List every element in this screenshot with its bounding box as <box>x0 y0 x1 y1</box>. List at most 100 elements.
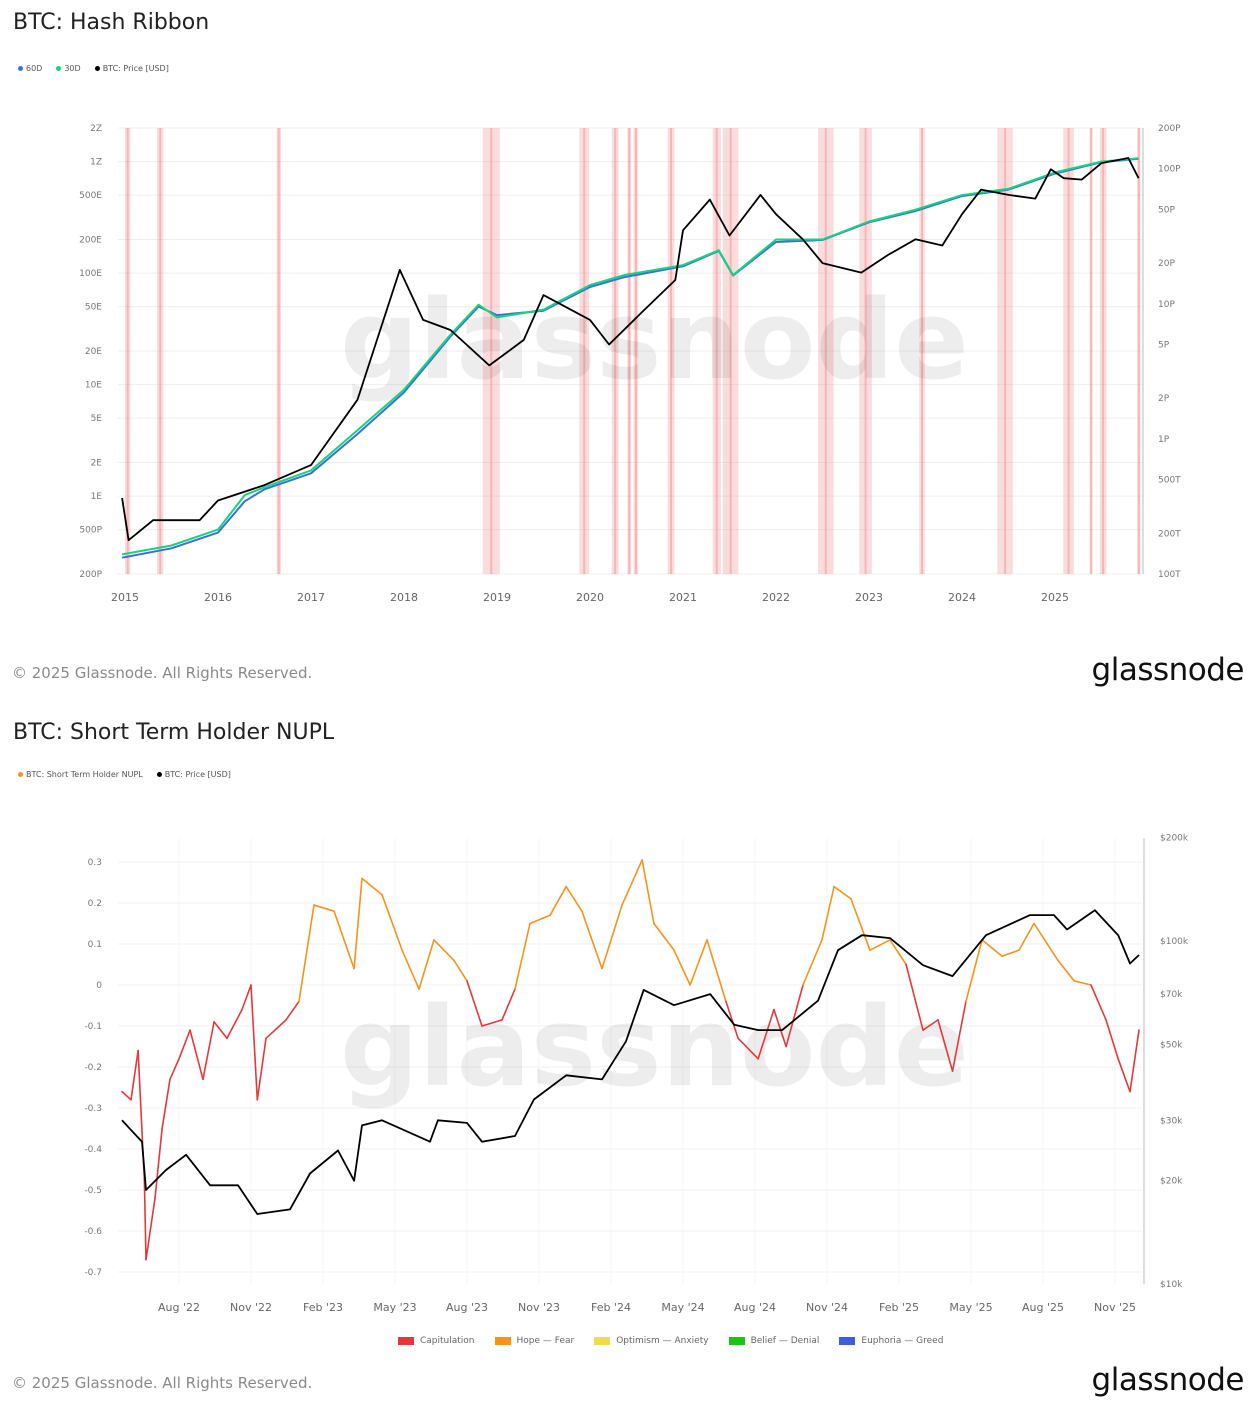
legend-item-nupl[interactable]: BTC: Short Term Holder NUPL <box>18 770 143 779</box>
nupl-segment <box>226 1008 243 1040</box>
nupl-segment <box>130 1049 139 1101</box>
nupl-segment <box>143 1181 147 1261</box>
capitulation-band <box>712 128 721 574</box>
x-tick-label: Aug '24 <box>734 1301 776 1314</box>
x-tick-label: Aug '25 <box>1022 1301 1064 1314</box>
nupl-segment <box>213 1021 228 1040</box>
y-left-tick-label: 500P <box>79 526 102 536</box>
capitulation-band <box>1137 128 1141 574</box>
legend-dot-icon <box>94 66 100 71</box>
nupl-segment <box>481 1019 503 1027</box>
watermark: glassnode <box>340 983 969 1111</box>
legend-item-60d[interactable]: 60D <box>18 64 42 73</box>
x-tick-label: Nov '24 <box>806 1301 848 1314</box>
nupl-segment <box>869 939 891 951</box>
capitulation-band <box>1063 128 1074 574</box>
y-right-tick-label: $100k <box>1160 937 1189 947</box>
y-left-tick-label: -0.6 <box>84 1227 102 1237</box>
capitulation-band-core <box>1137 128 1140 574</box>
legend-label: BTC: Short Term Holder NUPL <box>26 770 143 779</box>
nupl-segment <box>965 939 983 1003</box>
nupl-segment <box>189 1029 204 1081</box>
x-tick-label: Feb '24 <box>591 1301 631 1314</box>
nupl-segment <box>145 1197 156 1261</box>
y-right-tick-label: 2P <box>1158 394 1170 404</box>
nupl-segment <box>1090 984 1107 1021</box>
capitulation-band <box>611 128 619 574</box>
zone-capitulation[interactable]: Capitulation <box>398 1336 475 1346</box>
y-left-tick-label: -0.3 <box>84 1104 102 1114</box>
zone-belief-denial[interactable]: Belief — Denial <box>728 1336 819 1346</box>
capitulation-band <box>919 128 925 574</box>
x-tick-label: Aug '22 <box>158 1301 200 1314</box>
legend-dot-icon <box>18 772 23 777</box>
nupl-segment <box>641 859 655 925</box>
series-line-btc-price-usd- <box>121 157 1140 542</box>
capitulation-band-core <box>1004 128 1007 574</box>
x-tick-label: Feb '25 <box>879 1301 919 1314</box>
capitulation-band-core <box>159 128 162 574</box>
nupl-segment <box>937 1019 954 1072</box>
nupl-segment <box>250 984 259 1101</box>
nupl-segment <box>169 1058 180 1081</box>
x-tick-label: 2024 <box>948 591 976 604</box>
x-tick-label: 2021 <box>669 591 697 604</box>
capitulation-band-core <box>864 128 867 574</box>
nupl-segment <box>601 904 623 970</box>
nupl-segment <box>821 885 835 941</box>
swatch-icon <box>728 1336 745 1345</box>
capitulation-band-core <box>715 128 718 574</box>
y-left-tick-label: -0.2 <box>84 1063 102 1073</box>
legend-dot-icon <box>56 66 62 71</box>
nupl-segment <box>689 939 708 986</box>
y-left-tick-label: 1E <box>91 492 103 502</box>
y-left-tick-label: 50E <box>85 303 102 313</box>
nupl-segment <box>905 963 924 1031</box>
nupl-segment <box>381 893 403 951</box>
nupl-segment <box>737 1037 759 1060</box>
nupl-segment <box>178 1029 191 1060</box>
y-left-tick-label: 1Z <box>90 158 102 168</box>
nupl-segment <box>361 877 383 896</box>
capitulation-band <box>633 128 639 574</box>
nupl-segment <box>889 939 907 966</box>
y-left-tick-label: 0.3 <box>88 858 102 868</box>
zone-label: Capitulation <box>420 1336 475 1346</box>
legend-item-price[interactable]: BTC: Price [USD] <box>94 64 169 73</box>
y-right-tick-label: 1P <box>1158 435 1170 445</box>
capitulation-band-core <box>634 128 637 574</box>
zone-euphoria-greed[interactable]: Euphoria — Greed <box>839 1336 943 1346</box>
nupl-segment <box>529 914 551 925</box>
nupl-segment <box>265 1019 287 1040</box>
y-right-tick-label: 100T <box>1158 570 1181 580</box>
nupl-segment <box>581 910 603 970</box>
y-right-tick-label: 500T <box>1158 476 1181 486</box>
nupl-segment <box>773 1008 787 1048</box>
capitulation-band <box>157 128 164 574</box>
nupl-segment <box>1105 1019 1119 1060</box>
capitulation-band-core <box>729 128 732 574</box>
y-left-tick-label: 500E <box>79 191 102 201</box>
nupl-segment <box>725 1000 739 1040</box>
capitulation-band-core <box>126 128 129 574</box>
nupl-segment <box>154 1127 163 1199</box>
zone-optimism-anxiety[interactable]: Optimism — Anxiety <box>594 1336 709 1346</box>
nupl-segment <box>621 859 643 906</box>
x-tick-label: Nov '25 <box>1094 1301 1136 1314</box>
copyright: © 2025 Glassnode. All Rights Reserved. <box>12 664 313 682</box>
nupl-segment <box>298 904 315 1003</box>
zone-label: Euphoria — Greed <box>861 1336 944 1346</box>
y-left-tick-label: -0.1 <box>84 1022 102 1032</box>
nupl-segment <box>466 980 483 1027</box>
capitulation-band-core <box>824 128 827 574</box>
y-left-tick-label: 2Z <box>90 124 102 134</box>
y-right-tick-label: $20k <box>1160 1177 1183 1187</box>
nupl-segment <box>241 984 252 1011</box>
legend-item-price[interactable]: BTC: Price [USD] <box>156 770 231 779</box>
series-line-btc-price <box>121 909 1140 1215</box>
nupl-segment <box>1033 922 1059 962</box>
legend-item-30d[interactable]: 30D <box>56 64 81 73</box>
nupl-segment <box>313 904 335 913</box>
zone-hope-fear[interactable]: Hope — Fear <box>494 1336 574 1346</box>
legend-label: 30D <box>64 64 81 73</box>
